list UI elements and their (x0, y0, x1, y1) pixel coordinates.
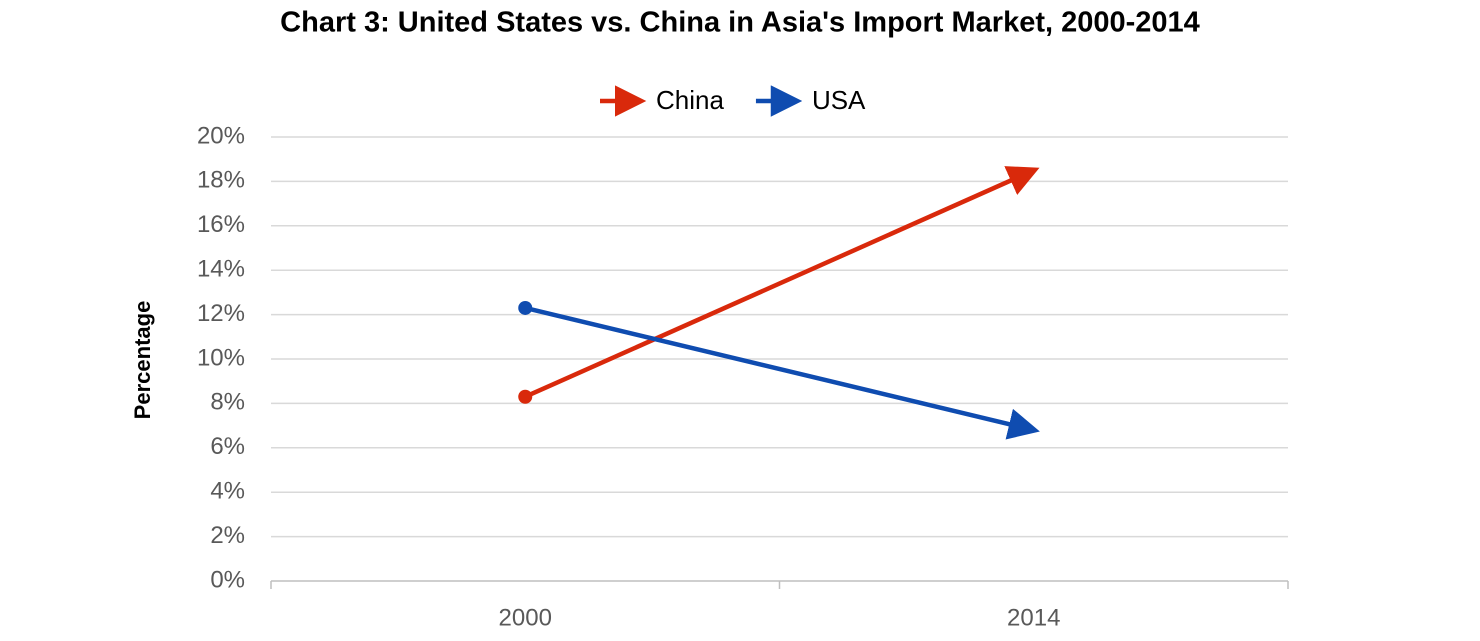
y-tick-label: 16% (197, 211, 245, 238)
y-tick-label: 8% (210, 389, 245, 416)
series-line (524, 166, 1040, 399)
y-tick-label: 10% (197, 344, 245, 371)
y-tick-label: 14% (197, 256, 245, 283)
legend-label: USA (812, 85, 866, 115)
y-tick-label: 12% (197, 300, 245, 327)
y-tick-label: 6% (210, 433, 245, 460)
point (518, 300, 533, 315)
x-tick-label: 2000 (499, 604, 552, 631)
x-tick-label: 2014 (1007, 604, 1060, 631)
y-tick-label: 18% (197, 167, 245, 194)
legend-label: China (656, 85, 724, 115)
y-tick-label: 0% (210, 566, 245, 593)
chart-title: Chart 3: United States vs. China in Asia… (280, 7, 1200, 39)
y-tick-label: 2% (210, 522, 245, 549)
y-axis-label: Percentage (130, 301, 155, 420)
series-line (524, 305, 1040, 440)
y-tick-label: 20% (197, 122, 245, 149)
y-tick-label: 4% (210, 478, 245, 505)
point (518, 389, 533, 404)
